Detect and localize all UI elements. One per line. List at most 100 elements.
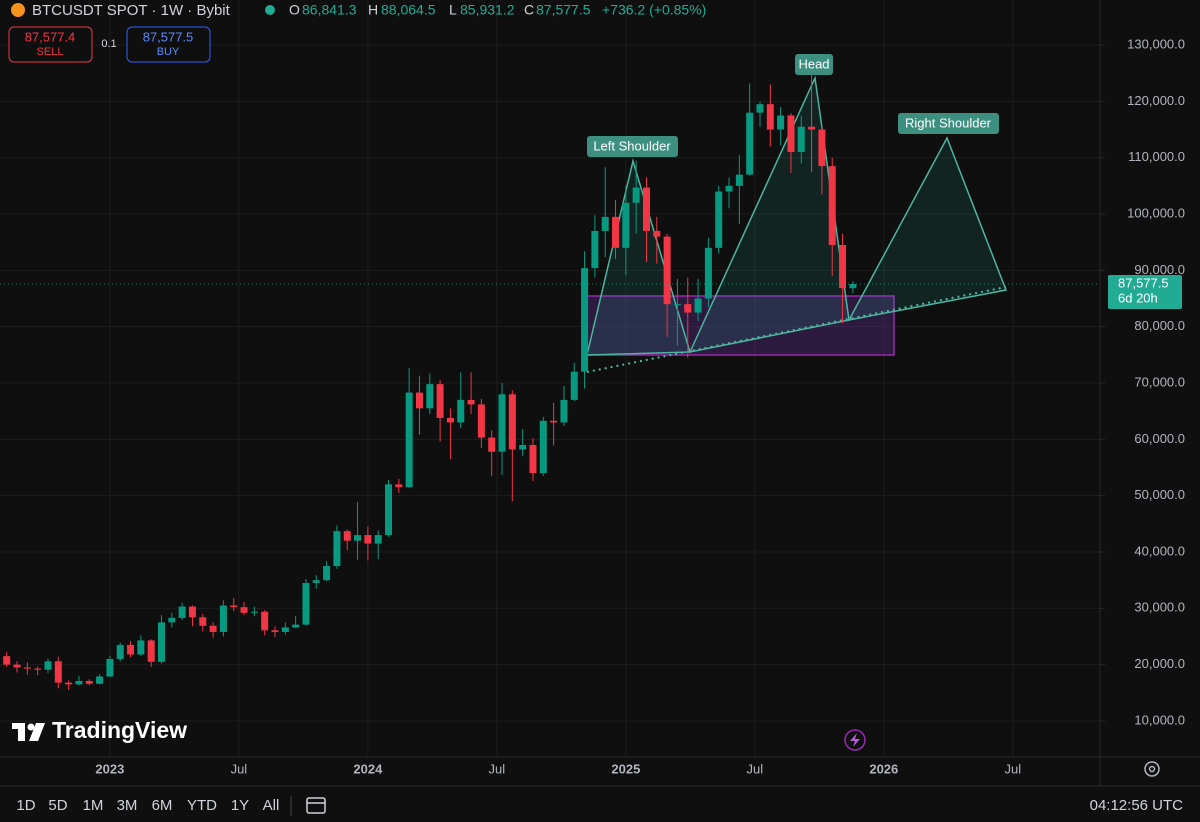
range-button[interactable]: 5D (48, 797, 67, 814)
settings-icon[interactable] (1144, 761, 1160, 777)
buy-label: BUY (157, 46, 180, 58)
x-tick-label: Jul (489, 761, 506, 776)
candles (3, 66, 857, 690)
candle-body (787, 115, 795, 153)
candle-body (673, 304, 681, 306)
candle-body (44, 661, 52, 670)
footer: 04:12:56 UTC 1D 5D 1M 3M 6M YTD 1Y All (16, 796, 1183, 816)
candle-body (591, 230, 599, 269)
y-tick-label: 70,000.0 (1134, 374, 1185, 389)
candle-body (3, 656, 11, 665)
y-tick-label: 50,000.0 (1134, 487, 1185, 502)
candle-body (756, 104, 764, 113)
candle-body (127, 644, 135, 655)
right-shoulder-shape[interactable] (847, 136, 1008, 322)
range-button[interactable]: 6M (152, 797, 173, 814)
candle-body (467, 399, 475, 405)
y-tick-label: 60,000.0 (1134, 431, 1185, 446)
candle-body (34, 668, 42, 670)
y-tick-label: 110,000.0 (1128, 149, 1185, 164)
buy-price: 87,577.5 (143, 29, 194, 44)
change: +736.2 (+0.85%) (602, 2, 706, 18)
candle-body (488, 437, 496, 452)
buy-button[interactable] (126, 26, 211, 63)
candle-body (405, 392, 413, 488)
range-button[interactable]: 1Y (231, 797, 249, 814)
annotation-box[interactable] (587, 136, 678, 157)
last-price-tag (1108, 275, 1182, 310)
candle-body (694, 298, 702, 313)
replay-icon[interactable] (844, 729, 866, 751)
candle-body (302, 582, 310, 625)
range-button[interactable]: 1D (16, 797, 35, 814)
clock[interactable]: 04:12:56 UTC (1090, 797, 1184, 814)
candle-body (818, 129, 826, 167)
candle-body (209, 625, 217, 632)
range-button[interactable]: 3M (117, 797, 138, 814)
header: BTCUSDT SPOT · 1W · Bybit O 86,841.3 H 8… (8, 2, 706, 63)
logo: TradingView (12, 717, 187, 743)
candle-body (116, 644, 124, 659)
y-tick-label: 100,000.0 (1127, 205, 1185, 220)
candle-body (436, 384, 444, 418)
candle-body (446, 417, 454, 423)
x-tick-label: Jul (747, 761, 764, 776)
range-button[interactable]: All (263, 797, 280, 814)
y-tick-label: 90,000.0 (1134, 262, 1185, 277)
y-tick-label: 30,000.0 (1134, 600, 1185, 615)
candle-body (704, 247, 712, 299)
candle-body (96, 676, 104, 684)
candle-body (632, 187, 640, 203)
market-status (265, 5, 275, 15)
candle-body (354, 535, 362, 541)
ohlc-value: 85,931.2 (460, 2, 515, 18)
x-tick-label: 2026 (869, 761, 898, 776)
candle-body (261, 611, 269, 631)
candle-body (13, 664, 21, 668)
sell-price: 87,577.4 (25, 29, 76, 44)
gear[interactable] (1144, 761, 1160, 777)
candle-body (147, 640, 155, 662)
candle-body (271, 630, 279, 632)
ohlc-label: C (524, 2, 534, 18)
candle-body (529, 444, 537, 474)
candle-body (684, 304, 692, 313)
sell-button[interactable] (8, 26, 93, 63)
candle-body (508, 394, 516, 450)
candle-body (323, 566, 331, 581)
candle-body (457, 399, 465, 423)
candle-body (395, 484, 403, 488)
candle-body (333, 531, 341, 567)
annotation-label: Left Shoulder (593, 138, 671, 153)
candle-body (240, 607, 248, 613)
ohlc-label: O (289, 2, 300, 18)
icon-ring[interactable] (844, 729, 866, 751)
candle-body (498, 394, 506, 452)
candle-body (250, 611, 258, 613)
candle-body (735, 174, 743, 186)
gear-center (1148, 765, 1156, 773)
candle-body (642, 187, 650, 231)
candle-body (188, 606, 196, 618)
candle-body (622, 202, 630, 248)
candle-body (385, 484, 393, 536)
range-button[interactable]: YTD (187, 797, 217, 814)
left-shoulder-shape[interactable] (586, 158, 691, 356)
candle-body (725, 185, 733, 192)
ohlc-label: L (449, 2, 457, 18)
x-tick-label: Jul (1004, 761, 1021, 776)
annotation-box[interactable] (898, 113, 999, 134)
annotation-box[interactable] (795, 54, 833, 75)
candle-body (581, 268, 589, 372)
date-range-icon[interactable] (306, 797, 326, 814)
candle-body (550, 420, 558, 423)
range-button[interactable]: 1M (83, 797, 104, 814)
candle-body (281, 627, 289, 632)
ohlc-value: 87,577.5 (536, 2, 591, 18)
candle-body (199, 617, 207, 626)
candle-body (570, 371, 578, 400)
grid (0, 0, 1100, 757)
symbol-title[interactable]: BTCUSDT SPOT · 1W · Bybit (32, 2, 231, 19)
